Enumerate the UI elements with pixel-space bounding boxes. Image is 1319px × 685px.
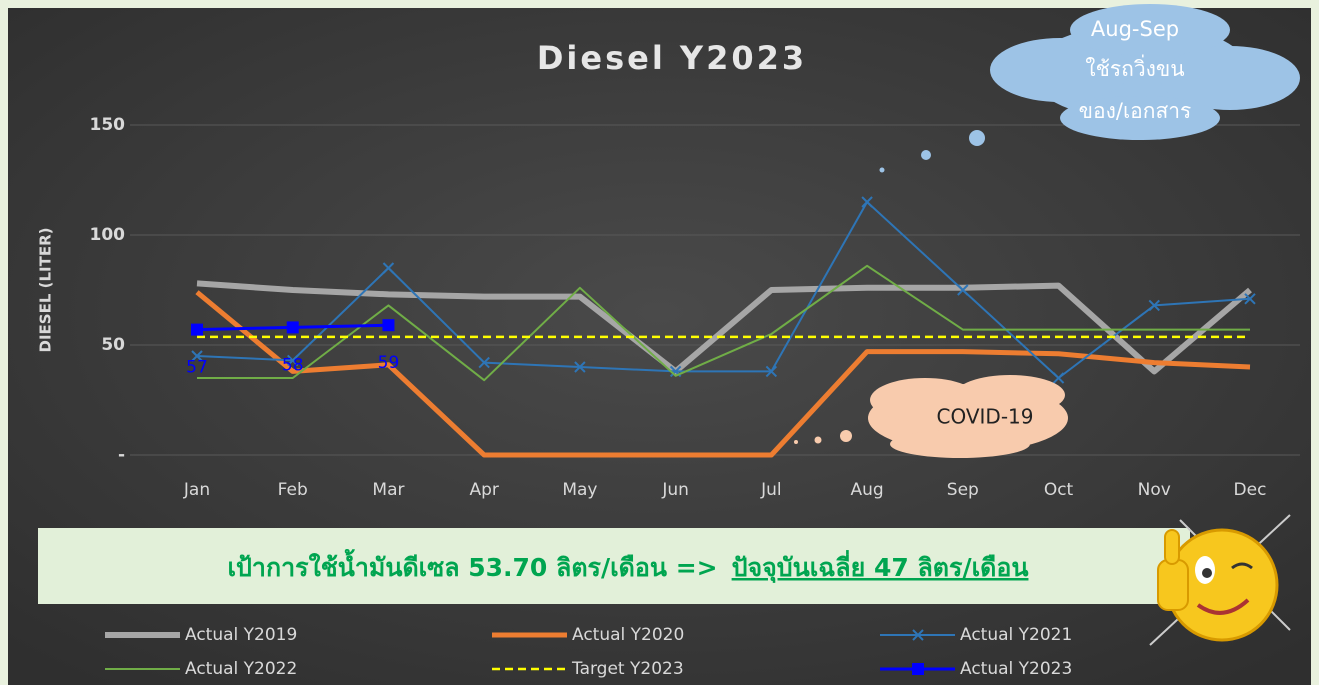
marker: [287, 354, 299, 367]
chart-title: Diesel Y2023: [537, 39, 807, 77]
marker: [1244, 293, 1256, 305]
banner-text: เป้าการใช้น้ำมันดีเซล 53.70 ลิตร/เดือน =…: [228, 548, 1029, 584]
data-label: 59: [378, 353, 400, 373]
legend-label: Actual Y2021: [960, 625, 1072, 645]
marker: [286, 321, 299, 334]
cloud-text: Aug-Sep: [1091, 17, 1179, 41]
x-tick-label: Jan: [183, 480, 210, 500]
data-label: 57: [186, 358, 208, 378]
cloud-text: ของ/เอกสาร: [1079, 99, 1192, 123]
emoji-icon: [1149, 514, 1291, 646]
legend-label: Target Y2023: [571, 659, 684, 679]
y-tick-label: 50: [101, 335, 125, 355]
x-tick-label: Oct: [1044, 480, 1074, 500]
marker: [1148, 299, 1160, 312]
x-tick-label: Aug: [850, 480, 883, 500]
legend: Actual Y2019 Actual Y2020 Actual Y2021 Actu…: [105, 625, 1072, 679]
marker: [191, 323, 203, 336]
x-tick-label: Nov: [1138, 480, 1171, 500]
marker: [574, 361, 586, 373]
marker: [1052, 372, 1065, 384]
y-tick-label: 150: [90, 115, 126, 135]
series-line: [197, 264, 1250, 382]
marker: [191, 350, 203, 362]
plot-area: - 50 100 150 Jan Feb Mar Apr May Jun Jul Aug Sep Oct N…: [90, 115, 1300, 500]
x-tick-label: Jul: [760, 480, 782, 500]
banner: [38, 528, 1190, 604]
x-tick-label: Dec: [1234, 480, 1267, 500]
y-axis-label: DIESEL (LITER): [37, 228, 55, 353]
legend-label: Actual Y2023: [960, 659, 1072, 679]
banner-target: เป้าการใช้น้ำมันดีเซล 53.70 ลิตร/เดือน =…: [228, 548, 718, 582]
y-tick-label: 100: [90, 225, 126, 245]
legend-label: Actual Y2022: [185, 659, 297, 679]
marker: [861, 196, 873, 208]
data-label: 58: [282, 355, 304, 375]
x-tick-label: Apr: [469, 480, 498, 500]
series-line: [196, 280, 1252, 375]
x-tick-label: Feb: [278, 480, 308, 500]
marker: [478, 356, 490, 369]
legend-label: Actual Y2019: [185, 625, 297, 645]
marker: [382, 262, 395, 274]
marker: [382, 319, 395, 332]
marker: [765, 365, 778, 378]
banner-current: ปัจจุบันเฉลี่ย 47 ลิตร/เดือน: [732, 550, 1029, 584]
legend-label: Actual Y2020: [572, 625, 684, 645]
legend-marker: [912, 663, 924, 675]
x-tick-label: Mar: [372, 480, 404, 500]
marker: [957, 284, 969, 296]
covid-cloud: [794, 375, 1068, 458]
series-line: [195, 290, 1251, 458]
x-tick-label: Jun: [661, 480, 689, 500]
x-tick-label: May: [562, 480, 597, 500]
legend-marker: [912, 629, 924, 641]
cloud-text: ใช้รถวิ่งขน: [1085, 54, 1184, 81]
covid-text: COVID-19: [936, 405, 1033, 429]
x-tick-label: Sep: [947, 480, 979, 500]
series-line: [196, 201, 1251, 379]
thought-cloud: [879, 4, 1300, 173]
y-tick-label: -: [118, 445, 125, 465]
